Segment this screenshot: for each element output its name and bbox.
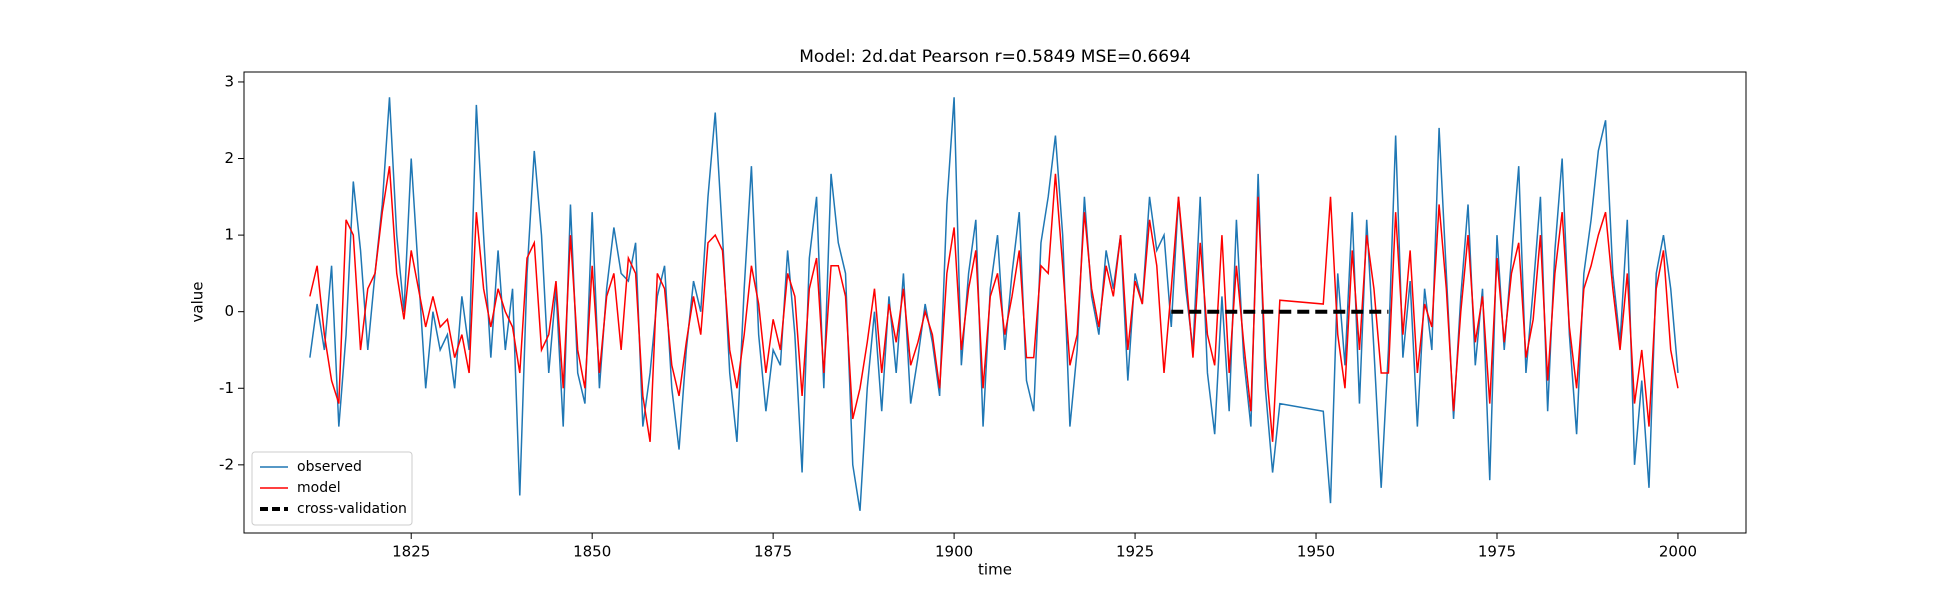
legend-label: cross-validation — [297, 501, 407, 517]
y-tick-label: 3 — [224, 72, 234, 90]
chart-title: Model: 2d.dat Pearson r=0.5849 MSE=0.669… — [799, 47, 1190, 67]
legend-box — [251, 451, 413, 526]
series-line — [309, 166, 1679, 442]
y-tick-label: 0 — [224, 302, 234, 320]
x-tick-label: 1875 — [754, 543, 792, 561]
x-tick-label: 1925 — [1116, 543, 1154, 561]
legend-label: model — [297, 480, 341, 496]
x-tick-label: 1825 — [392, 543, 430, 561]
y-tick-label: -1 — [219, 379, 234, 397]
y-tick-label: -2 — [219, 455, 234, 473]
x-tick-label: 1975 — [1478, 543, 1516, 561]
y-tick-label: 1 — [224, 226, 234, 244]
plot-frame — [243, 71, 1747, 534]
x-tick-label: 1900 — [935, 543, 973, 561]
y-tick-label: 2 — [224, 149, 234, 167]
x-tick-label: 1850 — [573, 543, 611, 561]
x-axis-label: time — [978, 561, 1012, 579]
x-tick-label: 1950 — [1297, 543, 1335, 561]
y-axis-label: value — [189, 282, 207, 323]
legend-label: observed — [297, 459, 362, 475]
x-tick-label: 2000 — [1659, 543, 1697, 561]
